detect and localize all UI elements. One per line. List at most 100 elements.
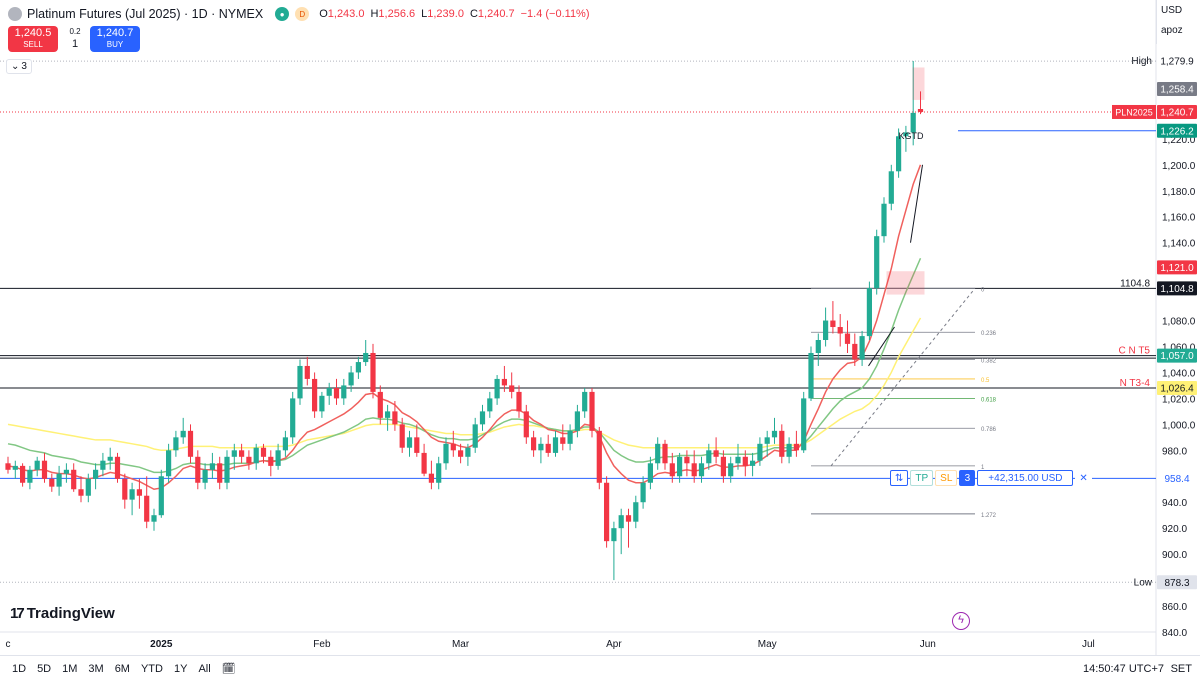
candle (567, 424, 573, 451)
candle-body (122, 478, 128, 500)
candle (640, 476, 646, 509)
candle (173, 430, 179, 457)
candle-body (406, 437, 413, 448)
candle (363, 340, 369, 366)
candle (750, 452, 756, 477)
fib-ratio-label: 1.272 (981, 513, 997, 519)
currency-selector[interactable]: USD (1161, 5, 1183, 16)
close-position-button[interactable]: ✕ (1075, 470, 1092, 486)
y-tick-label: 1,080.0 (1162, 317, 1196, 328)
candle-body (720, 456, 726, 477)
candle (596, 426, 602, 490)
candle (333, 378, 340, 405)
high-tag-bg (1157, 54, 1197, 69)
fib-ratio-label: 0.618 (981, 397, 997, 403)
candle (881, 197, 887, 243)
candle-body (779, 430, 785, 457)
tradingview-logo[interactable]: 17 TradingView (10, 605, 115, 622)
candle-body (421, 452, 427, 474)
buy-button[interactable]: 1,240.7 BUY (90, 26, 140, 52)
candle-body (662, 443, 668, 464)
price-tag: 1,121.0 (1160, 263, 1194, 274)
candle-body (363, 352, 369, 363)
symbol-tag: PLN2025 (1115, 107, 1153, 117)
range-ytd[interactable]: YTD (140, 662, 163, 675)
flash-icon[interactable]: ϟ (952, 612, 970, 630)
candle-body (538, 443, 544, 451)
position-bar[interactable]: ⇅ TP SL 3 +42,315.00 USD ✕ (890, 470, 1094, 486)
x-tick-label: c (6, 639, 11, 650)
candle (202, 463, 208, 490)
candle-body (173, 437, 179, 451)
candle (465, 443, 471, 466)
candle-body (158, 476, 164, 516)
candle-body (260, 447, 267, 457)
candle (896, 128, 902, 178)
y-tick-label: 1,060.0 (1162, 342, 1196, 353)
scale-mode[interactable]: apoz (1161, 25, 1183, 36)
candle-body (786, 443, 792, 457)
candle (582, 388, 588, 418)
y-tick-label: 900.0 (1162, 550, 1187, 561)
candle-body (837, 327, 843, 334)
candle-body (202, 469, 208, 483)
candle-body (815, 340, 821, 353)
candle (355, 356, 361, 379)
clock[interactable]: 14:50:47 UTC+7 (1082, 662, 1164, 675)
reverse-position-button[interactable]: ⇅ (890, 470, 909, 486)
candle-body (63, 469, 69, 474)
candle (757, 437, 763, 466)
range-1m[interactable]: 1M (62, 662, 78, 675)
chart-header: Platinum Futures (Jul 2025) · 1D · NYMEX… (0, 0, 1155, 28)
candle-body (319, 395, 325, 412)
indicators-toggle[interactable]: ⌄ 3 (6, 59, 32, 74)
candle-body (180, 430, 186, 438)
range-1d[interactable]: 1D (12, 662, 27, 675)
candle (385, 404, 391, 431)
candle (56, 465, 62, 496)
candle-body (582, 391, 588, 412)
candle (209, 452, 215, 479)
x-tick-label: Feb (313, 639, 331, 650)
candle (246, 450, 252, 470)
price-tag-bg (1157, 82, 1197, 97)
level-tag-bg (1157, 381, 1197, 396)
x-tick-label: May (758, 639, 777, 650)
sell-button[interactable]: 1,240.5 SELL (8, 26, 58, 52)
candle-body (633, 502, 639, 522)
candle (888, 164, 894, 211)
symbol-title[interactable]: Platinum Futures (Jul 2025) · 1D · NYMEX (27, 7, 264, 21)
candle (129, 482, 135, 516)
candle (742, 450, 748, 477)
session-toggle[interactable]: SET (1170, 662, 1192, 675)
take-profit-button[interactable]: TP (910, 470, 934, 486)
range-5d[interactable]: 5D (37, 662, 52, 675)
candle (823, 307, 829, 347)
range-all[interactable]: All (198, 662, 211, 675)
candle (501, 365, 507, 392)
candle-body (41, 460, 48, 479)
fib-ratio-label: 0.786 (981, 427, 997, 433)
candle (552, 430, 559, 457)
range-6m[interactable]: 6M (114, 662, 130, 675)
candle (691, 450, 697, 483)
candle (399, 417, 405, 453)
candle-body (100, 460, 106, 470)
stop-loss-button[interactable]: SL (935, 470, 958, 486)
calendar-icon[interactable]: 🗓 (221, 663, 236, 675)
x-tick-label: 2025 (150, 639, 173, 650)
range-3m[interactable]: 3M (88, 662, 104, 675)
candle (604, 476, 610, 548)
candle (793, 430, 799, 457)
candle (253, 443, 259, 470)
candle (662, 439, 668, 470)
candle-body (333, 388, 340, 399)
candle (341, 378, 347, 405)
candle (458, 443, 464, 464)
range-1y[interactable]: 1Y (173, 662, 188, 675)
candle-body (698, 463, 705, 477)
y-tick-label: 860.0 (1162, 602, 1187, 613)
candle-body (144, 495, 150, 522)
price-tag-bg (1157, 123, 1197, 138)
